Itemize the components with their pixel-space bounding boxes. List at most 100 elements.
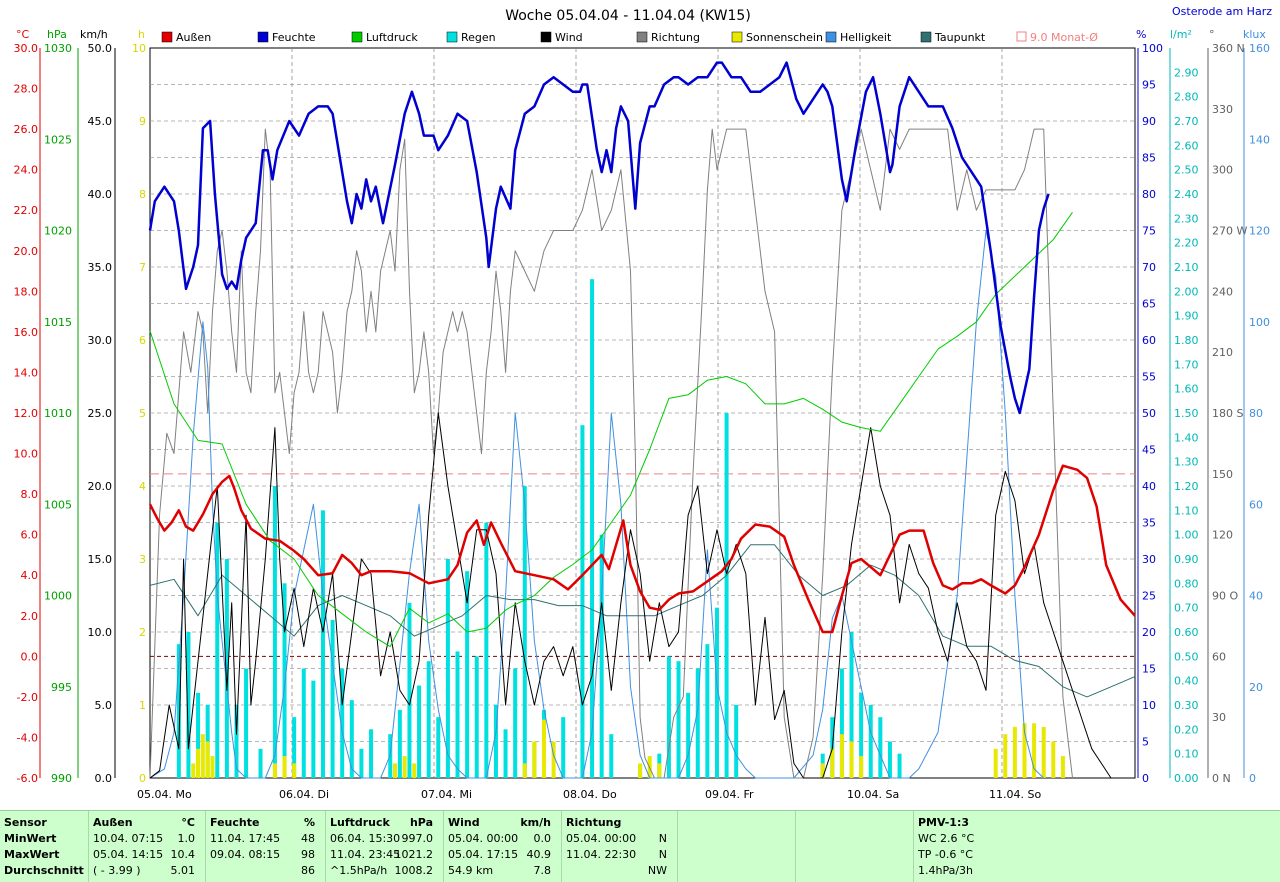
legend-label-month-avg: 9.0 Monat-Ø	[1030, 31, 1098, 44]
bar-regen	[186, 632, 191, 778]
light-axis-tick: 160	[1249, 42, 1270, 55]
pressure-axis-tick: 1020	[44, 225, 72, 238]
bar-regen	[407, 602, 412, 778]
bar-regen	[196, 692, 201, 778]
direction-axis-tick: 360 N	[1212, 42, 1245, 55]
bar-regen	[493, 705, 498, 778]
bar-regen	[292, 717, 297, 778]
bar-sonnenschein	[191, 763, 196, 778]
bar-regen	[666, 656, 671, 778]
bar-series	[176, 279, 1065, 778]
bar-regen	[561, 717, 566, 778]
stats-feuchte-unit: %	[303, 816, 315, 829]
temp-axis-tick: 0.0	[21, 650, 39, 663]
bar-regen	[455, 651, 460, 778]
stats-luftdruck-max-time: 11.04. 23:45	[330, 848, 401, 861]
humidity-axis-tick: 20	[1142, 626, 1156, 639]
stats-panel: Sensor MinWert MaxWert Durchschnitt Auße…	[0, 810, 1280, 882]
legend-swatch-7	[825, 31, 837, 43]
wind-axis-tick: 5.0	[95, 699, 113, 712]
bar-regen	[417, 685, 422, 778]
bar-sonnenschein	[205, 741, 210, 778]
bar-sonnenschein	[830, 748, 835, 778]
bar-regen	[474, 656, 479, 778]
sun-axis-tick: 0	[139, 772, 146, 785]
temp-axis-tick: 10.0	[14, 448, 39, 461]
bar-regen	[330, 619, 335, 778]
humidity-axis-tick: 65	[1142, 298, 1156, 311]
wind-axis-tick: 30.0	[88, 334, 113, 347]
pressure-axis-tick: 995	[51, 681, 72, 694]
bar-regen	[272, 486, 277, 778]
rain-axis-tick: 0.10	[1174, 748, 1199, 761]
stats-empty-col-2	[795, 811, 913, 882]
wind-axis-tick: 45.0	[88, 115, 113, 128]
light-axis-tick: 0	[1249, 772, 1256, 785]
humidity-axis-tick: 30	[1142, 553, 1156, 566]
legend-label-0: Außen	[176, 31, 211, 44]
bar-regen	[445, 559, 450, 778]
chart-title: Woche 05.04.04 - 11.04.04 (KW15)	[505, 8, 751, 24]
weather-chart: Woche 05.04.04 - 11.04.04 (KW15) Osterod…	[13, 5, 1273, 801]
bar-sonnenschein	[292, 763, 297, 778]
stats-wind-min: 0.0	[533, 832, 552, 845]
bar-regen	[465, 571, 470, 778]
rain-axis-tick: 1.10	[1174, 504, 1199, 517]
stats-aussen-extra: ( - 3.99 )	[93, 864, 141, 877]
direction-axis-tick: 150	[1212, 468, 1233, 481]
legend-label-1: Feuchte	[272, 31, 316, 44]
bar-regen	[484, 522, 489, 778]
stats-wind-min-time: 05.04. 00:00	[448, 832, 519, 845]
stats-richtung-max: N	[658, 848, 667, 861]
stats-aussen-unit: °C	[181, 816, 195, 829]
bar-sonnenschein	[522, 763, 527, 778]
temp-axis-tick: 20.0	[14, 245, 39, 258]
bar-sonnenschein	[200, 734, 205, 778]
bar-sonnenschein	[859, 756, 864, 778]
temp-axis-tick: 30.0	[14, 42, 39, 55]
temp-axis-tick: 28.0	[14, 83, 39, 96]
direction-axis-tick: 270 W	[1212, 225, 1247, 238]
wind-axis-tick: 15.0	[88, 553, 113, 566]
light-axis-tick: 20	[1249, 681, 1263, 694]
legend-swatch-1	[257, 31, 269, 43]
sun-axis-tick: 1	[139, 699, 146, 712]
bar-regen	[897, 753, 902, 778]
stats-luftdruck-col: Luftdruck hPa 06.04. 15:30 997.0 11.04. 23…	[325, 811, 443, 882]
legend-label-5: Richtung	[651, 31, 700, 44]
sun-axis-tick: 2	[139, 626, 146, 639]
line-luftdruck	[149, 212, 1073, 648]
bar-sonnenschein	[551, 741, 556, 778]
bar-regen	[258, 748, 263, 778]
bar-regen	[503, 729, 508, 778]
rain-axis-tick: 2.90	[1174, 66, 1199, 79]
legend-label-2: Luftdruck	[366, 31, 418, 44]
axes: 30.028.026.024.022.020.018.016.014.012.0…	[14, 28, 1271, 801]
stats-feuchte-avg: 86	[301, 864, 315, 877]
light-axis-tick: 40	[1249, 590, 1263, 603]
direction-axis-tick: 120	[1212, 529, 1233, 542]
legend-label-4: Wind	[555, 31, 583, 44]
bar-sonnenschein	[1012, 726, 1017, 778]
rain-axis-tick: 0.60	[1174, 626, 1199, 639]
stats-aussen-min: 1.0	[177, 832, 196, 845]
direction-axis-tick: 180 S	[1212, 407, 1243, 420]
humidity-axis-tick: 50	[1142, 407, 1156, 420]
wind-axis-tick: 40.0	[88, 188, 113, 201]
wind-axis-tick: 35.0	[88, 261, 113, 274]
legend-swatch-3	[446, 31, 458, 43]
pressure-axis-tick: 1015	[44, 316, 72, 329]
stats-row-label: MinWert	[4, 832, 57, 845]
sun-axis-tick: 4	[139, 480, 146, 493]
axis-unit-label: l/m²	[1170, 28, 1192, 41]
rain-axis-tick: 1.80	[1174, 334, 1199, 347]
temp-axis-tick: 18.0	[14, 285, 39, 298]
bar-regen	[590, 279, 595, 778]
bar-sonnenschein	[532, 741, 537, 778]
x-tick-label: 06.04. Di	[279, 788, 329, 801]
bar-regen	[301, 668, 306, 778]
temp-axis-tick: 6.0	[21, 529, 39, 542]
legend: Außen Feuchte Luftdruck Regen Wind Richtung So…	[161, 31, 1098, 44]
stats-aussen-max-time: 05.04. 14:15	[93, 848, 164, 861]
rain-axis-tick: 0.90	[1174, 553, 1199, 566]
